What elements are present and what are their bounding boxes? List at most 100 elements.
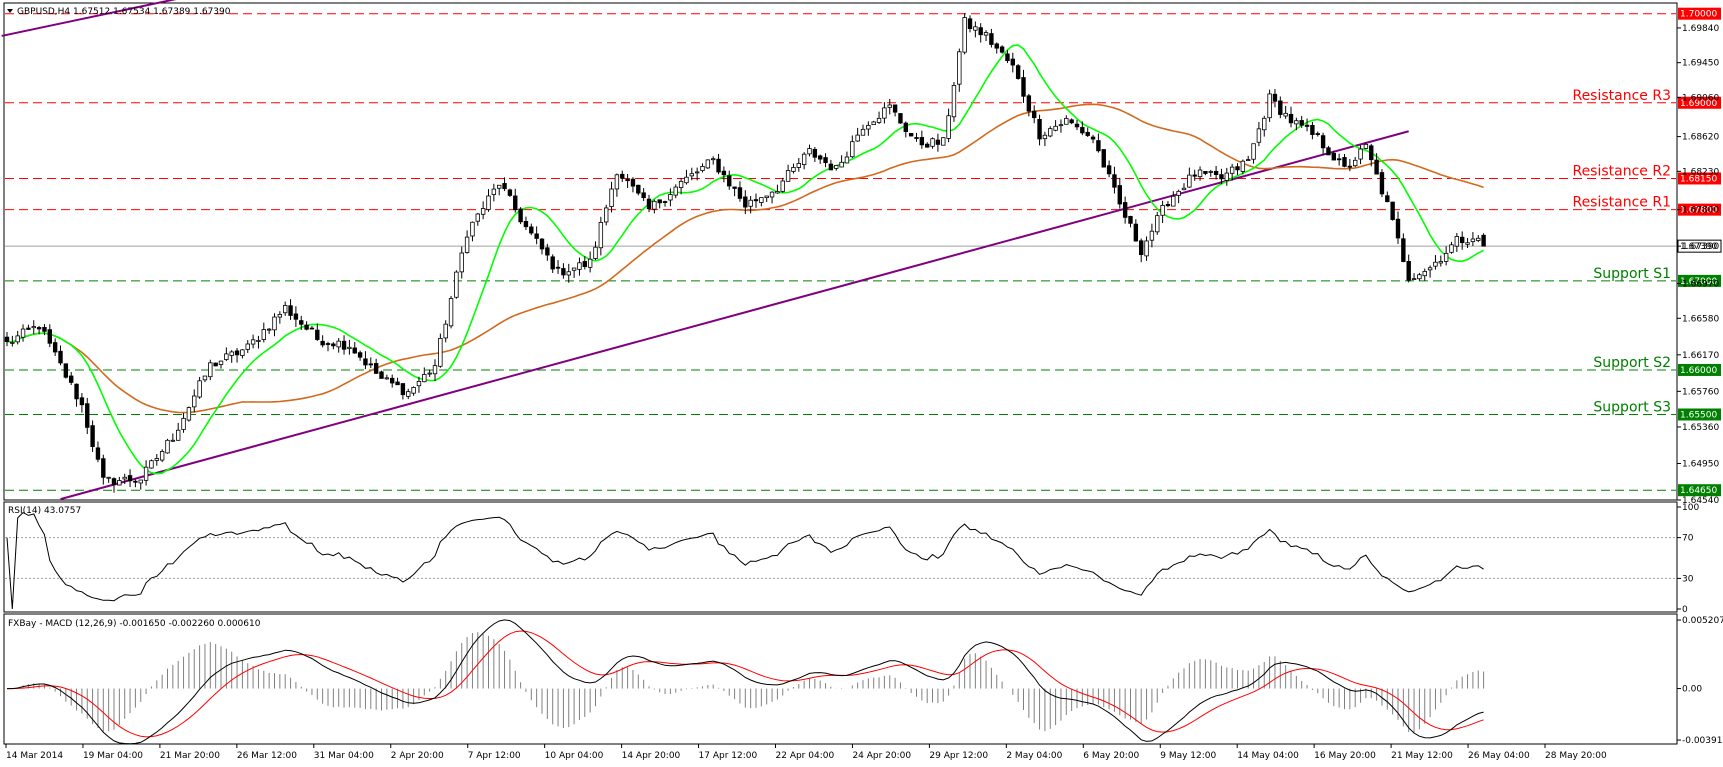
candle-body xyxy=(229,351,234,356)
candle-body xyxy=(1326,147,1331,156)
candle-body xyxy=(641,192,646,199)
candle-body xyxy=(1353,159,1358,167)
candle-body xyxy=(807,148,812,155)
candle-body xyxy=(668,194,673,201)
candle-body xyxy=(202,375,208,381)
x-tick-label: 17 Apr 12:00 xyxy=(699,751,758,761)
candle-body xyxy=(529,226,534,234)
candle-body xyxy=(1144,240,1149,257)
candle-body xyxy=(834,165,839,169)
candle-body xyxy=(1192,174,1197,177)
candle-body xyxy=(1133,223,1139,242)
trendline-layer xyxy=(1,0,1409,501)
candle-body xyxy=(315,329,320,340)
candle-body xyxy=(1395,218,1401,239)
candle-body xyxy=(111,478,117,486)
candle-body xyxy=(673,186,678,196)
candle-body xyxy=(1476,237,1481,241)
candle-body xyxy=(1438,261,1443,264)
candle-body xyxy=(52,342,58,353)
candle-body xyxy=(1262,117,1267,131)
candle-body xyxy=(363,358,368,366)
candle-body xyxy=(277,314,283,318)
candle-body xyxy=(1064,118,1069,125)
candle-body xyxy=(459,252,464,273)
candle-body xyxy=(598,222,604,249)
price-pill xyxy=(1678,96,1721,109)
candle-body xyxy=(694,171,700,174)
candle-body xyxy=(727,175,732,187)
candle-body xyxy=(63,363,69,378)
candle-body xyxy=(1331,152,1336,161)
candle-body xyxy=(293,313,299,320)
candle-body xyxy=(689,173,694,177)
candle-body xyxy=(1219,174,1224,180)
candle-body xyxy=(47,329,52,344)
candle-body xyxy=(523,220,529,228)
chart-menu-triangle-icon[interactable] xyxy=(7,9,13,13)
candle-body xyxy=(1139,240,1144,256)
candle-body xyxy=(1460,236,1465,244)
x-tick-label: 2 May 04:00 xyxy=(1006,751,1062,761)
candle-body xyxy=(143,466,149,481)
level-label: Resistance R3 xyxy=(1572,88,1671,104)
candle-body xyxy=(561,268,566,276)
x-tick-label: 22 Apr 04:00 xyxy=(776,751,835,761)
x-tick-label: 10 Apr 04:00 xyxy=(545,751,604,761)
candle-body xyxy=(1481,234,1486,247)
candle-body xyxy=(1165,203,1171,207)
candle-body xyxy=(855,134,860,142)
candle-body xyxy=(347,346,352,349)
candle-body xyxy=(299,320,304,325)
candle-body xyxy=(1369,145,1374,161)
rsi-tick-label: 30 xyxy=(1682,574,1694,584)
x-tick-label: 14 Mar 2014 xyxy=(6,751,63,761)
candle-body xyxy=(1336,158,1342,161)
candle-body xyxy=(684,176,689,184)
candle-body xyxy=(1406,261,1411,281)
macd-tick-label: 0.005207 xyxy=(1682,616,1723,626)
levels-layer: Resistance R3 1.69000 Resistance R2 1.68150… xyxy=(5,7,1722,497)
candle-body xyxy=(1465,242,1470,245)
candle-body xyxy=(577,262,582,270)
candle-body xyxy=(866,125,871,130)
y-tick-label: 1.66170 xyxy=(1682,351,1719,361)
candle-body xyxy=(304,324,309,330)
candle-body xyxy=(1080,127,1085,134)
candle-body xyxy=(175,429,181,441)
price-pill xyxy=(1678,484,1721,497)
candle-body xyxy=(764,195,769,199)
candle-body xyxy=(925,143,930,148)
candle-body xyxy=(1427,267,1433,271)
level-label: Support S1 xyxy=(1593,266,1671,282)
candle-body xyxy=(555,266,561,269)
candle-body xyxy=(1090,136,1096,140)
candle-body xyxy=(127,475,133,482)
candle-body xyxy=(1315,133,1320,135)
candle-body xyxy=(1288,113,1294,124)
candle-body xyxy=(1347,165,1353,168)
candle-body xyxy=(4,336,10,342)
candle-body xyxy=(1379,172,1385,195)
candle-body xyxy=(379,371,384,379)
candle-body xyxy=(818,155,823,160)
ma-50-line xyxy=(6,44,1484,475)
candle-body xyxy=(1422,271,1427,277)
candle-body xyxy=(614,174,620,190)
level-label: Resistance R2 xyxy=(1572,163,1671,179)
candle-body xyxy=(85,403,90,428)
candle-body xyxy=(801,153,807,165)
candle-body xyxy=(1128,215,1133,224)
candle-body xyxy=(1176,190,1181,196)
candle-body xyxy=(1037,119,1042,140)
x-tick-label: 28 May 20:00 xyxy=(1545,751,1607,761)
candle-body xyxy=(69,375,74,383)
macd-header: FXBay - MACD (12,26,9) -0.001650 -0.0022… xyxy=(8,619,261,629)
candle-body xyxy=(464,236,470,253)
candle-body xyxy=(678,180,684,188)
candle-body xyxy=(1203,171,1208,174)
candle-body xyxy=(1449,244,1454,253)
candle-body xyxy=(165,439,170,454)
price-pill-text: 1.69000 xyxy=(1680,99,1717,109)
candle-body xyxy=(812,148,818,158)
